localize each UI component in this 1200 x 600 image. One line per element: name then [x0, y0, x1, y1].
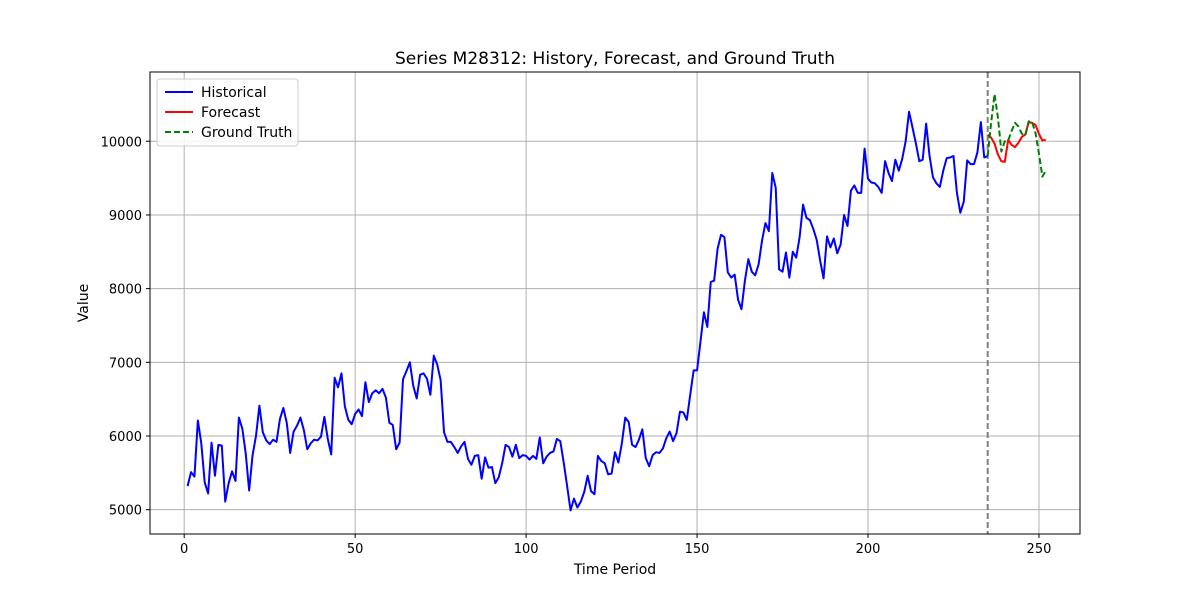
x-tick-label: 200: [856, 542, 881, 557]
forecast-line: [987, 121, 1047, 163]
legend-box: [156, 78, 299, 147]
y-tick-label: 6000: [109, 430, 142, 445]
x-tick-label: 100: [514, 542, 539, 557]
legend: Historical Forecast Ground Truth: [156, 78, 299, 147]
y-axis-label: Value: [76, 284, 92, 322]
historical-line: [186, 110, 989, 512]
y-tick-label: 7000: [109, 356, 142, 371]
legend-label-ground-truth: Ground Truth: [201, 125, 292, 141]
y-tick-label: 10000: [101, 135, 142, 150]
ground-truth-line: [986, 93, 1047, 178]
x-tick-label: 250: [1027, 542, 1052, 557]
y-tick-label: 8000: [109, 283, 142, 298]
legend-label-historical: Historical: [201, 85, 267, 101]
x-tick-label: 150: [685, 542, 710, 557]
y-tick-label: 5000: [109, 504, 142, 519]
legend-label-forecast: Forecast: [201, 105, 261, 121]
y-tick-label: 9000: [109, 209, 142, 224]
x-axis-ticks: 0 50 100 150 200 250: [180, 534, 1051, 557]
chart-title: Series M28312: History, Forecast, and Gr…: [395, 49, 835, 69]
x-axis-label: Time Period: [573, 562, 656, 578]
series-lines: [186, 93, 1047, 512]
x-tick-label: 50: [347, 542, 364, 557]
plot-frame: [149, 71, 1081, 535]
x-tick-label: 0: [180, 542, 188, 557]
y-axis-ticks: 5000 6000 7000 8000 9000 10000: [101, 135, 150, 519]
